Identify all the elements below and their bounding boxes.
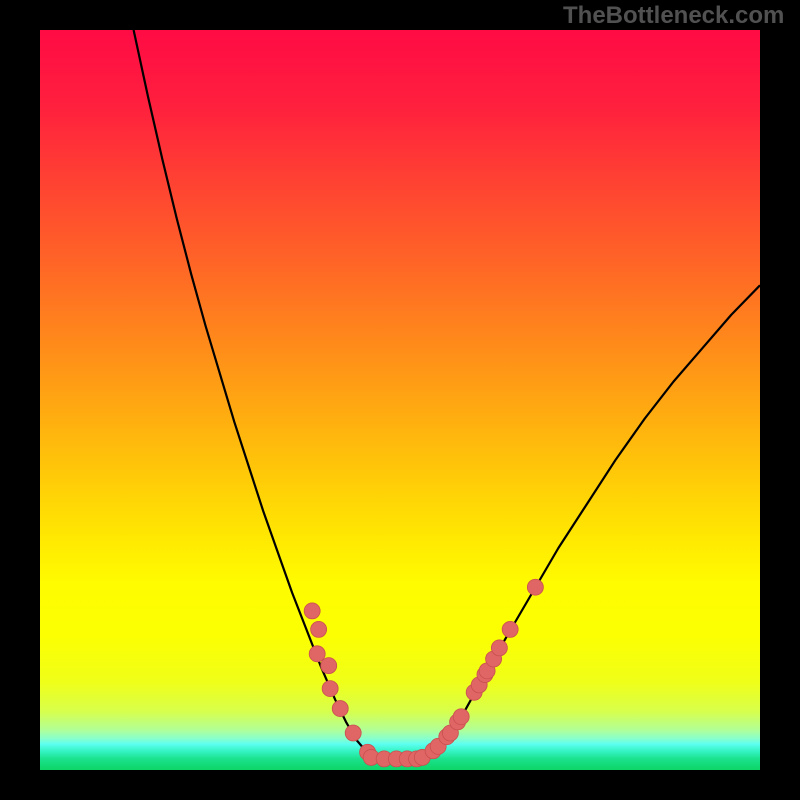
data-point-marker	[321, 658, 337, 674]
data-point-marker	[309, 646, 325, 662]
data-point-marker	[453, 709, 469, 725]
watermark-text: TheBottleneck.com	[563, 2, 784, 30]
data-point-marker	[345, 725, 361, 741]
data-point-marker	[311, 621, 327, 637]
bottleneck-curve-plot	[40, 30, 760, 770]
gradient-background	[40, 30, 760, 770]
data-point-marker	[322, 681, 338, 697]
data-point-marker	[527, 579, 543, 595]
chart-frame	[0, 0, 800, 800]
data-point-marker	[332, 701, 348, 717]
data-point-marker	[304, 603, 320, 619]
data-point-marker	[491, 640, 507, 656]
data-point-marker	[502, 621, 518, 637]
